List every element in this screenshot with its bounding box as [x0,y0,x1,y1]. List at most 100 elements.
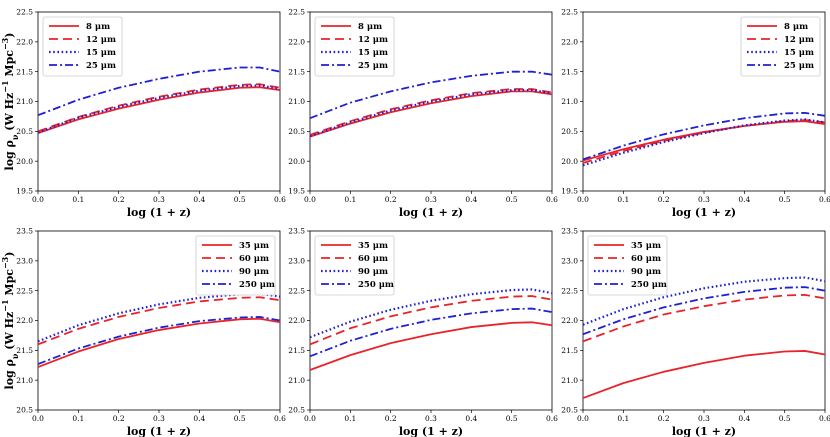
x-tick-label: 0.1 [72,195,84,204]
legend-box [195,235,276,296]
x-tick-label: 0.0 [32,195,44,204]
y-axis-label: log ρν (W Hz−1 Mpc−3) [0,33,20,171]
x-tick-label: 0.2 [385,414,397,423]
x-tick-label: 0.2 [658,414,670,423]
y-tick-label: 22.0 [16,316,33,325]
legend-label: 12 μm [358,35,388,45]
series-line-25-μm [582,111,826,161]
y-tick-label: 23.5 [561,227,578,236]
x-tick-label: 0.2 [113,414,125,423]
legend-label: 90 μm [239,267,269,277]
legend-box [314,16,395,77]
y-tick-label: 20.5 [561,406,578,415]
x-tick-label: 0.5 [779,414,791,423]
y-tick-label: 21.5 [16,346,33,355]
y-tick-label: 20.0 [288,157,305,166]
legend-label: 35 μm [358,241,388,251]
legend-label: 35 μm [239,241,269,251]
x-tick-label: 0.4 [465,195,477,204]
series-line-25-μm [37,66,281,117]
legend-label: 8 μm [784,22,808,32]
y-tick-label: 19.5 [288,187,305,196]
y-tick-label: 22.0 [561,316,578,325]
legend-label: 15 μm [784,48,814,58]
y-tick-label: 22.0 [16,37,33,46]
legend-label: 15 μm [86,48,116,58]
series-line-90-μm [582,276,826,326]
y-tick-label: 22.5 [288,286,305,295]
x-tick-label: 0.5 [506,195,518,204]
y-tick-label: 19.5 [561,187,578,196]
y-tick-label: 21.5 [561,346,578,355]
y-tick-label: 20.0 [16,157,33,166]
x-tick-label: 0.3 [698,195,710,204]
x-tick-label: 0.0 [577,195,589,204]
x-tick-label: 0.5 [779,195,791,204]
x-axis-label: log (1 + z) [127,206,191,219]
legend-label: 60 μm [631,254,661,264]
x-tick-label: 0.6 [274,414,286,423]
legend: 35 μm 60 μm 90 μm 250 μm [587,235,668,296]
series-line-60-μm [309,295,553,346]
y-tick-label: 23.0 [561,256,578,265]
x-tick-label: 0.4 [193,414,205,423]
y-tick-label: 20.5 [288,406,305,415]
x-tick-label: 0.1 [72,414,84,423]
x-tick-label: 0.6 [819,414,830,423]
x-tick-label: 0.0 [577,414,589,423]
series-line-8-μm [309,90,553,138]
y-tick-label: 20.5 [16,406,33,415]
x-tick-label: 0.2 [658,195,670,204]
series-line-12-μm [309,88,553,136]
x-axis-label: log (1 + z) [672,206,736,219]
y-tick-label: 21.5 [561,67,578,76]
x-tick-label: 0.6 [819,195,830,204]
legend: 8 μm 12 μm 15 μm 25 μm [42,16,123,77]
series-line-250-μm [582,286,826,336]
legend-box [314,235,395,296]
series-line-250-μm [37,316,281,365]
x-axis-label: log (1 + z) [399,425,463,437]
series-line-90-μm [37,292,281,343]
chart-panel-top-middle: 0.0 0.1 0.2 0.3 0.4 0.5 0.6 19.5 20.0 20.5 21.0 21.… [288,8,558,219]
legend-label: 25 μm [784,61,814,71]
legend-label: 250 μm [358,280,394,290]
legend: 35 μm 60 μm 90 μm 250 μm [314,235,395,296]
series-line-15-μm [309,89,553,138]
x-tick-label: 0.1 [344,195,356,204]
legend-label: 90 μm [631,267,661,277]
legend-label: 8 μm [358,22,382,32]
chart-panel-bottom-right: 0.0 0.1 0.2 0.3 0.4 0.5 0.6 20.5 21.0 21.5 22.0 22.… [561,227,830,437]
series-line-15-μm [37,84,281,134]
x-tick-label: 0.4 [465,414,477,423]
legend: 8 μm 12 μm 15 μm 25 μm [740,16,821,77]
series-line-90-μm [309,288,553,339]
legend-label: 8 μm [86,22,110,32]
x-tick-label: 0.4 [193,195,205,204]
x-tick-label: 0.5 [234,195,246,204]
legend-label: 25 μm [358,61,388,71]
y-tick-label: 22.0 [288,316,305,325]
y-axis-label: log ρν (W Hz−1 Mpc−3) [0,252,20,390]
x-tick-label: 0.0 [304,195,316,204]
y-tick-label: 23.0 [288,256,305,265]
y-tick-label: 20.0 [561,157,578,166]
x-tick-label: 0.6 [546,414,558,423]
legend-label: 12 μm [86,35,116,45]
x-axis-label: log (1 + z) [399,206,463,219]
legend: 35 μm 60 μm 90 μm 250 μm [195,235,276,296]
series-line-12-μm [37,83,281,133]
y-tick-label: 22.0 [288,37,305,46]
y-tick-label: 22.5 [288,8,305,17]
legend-box [587,235,668,296]
series-line-12-μm [582,119,826,164]
legend-label: 12 μm [784,35,814,45]
y-tick-label: 22.5 [16,8,33,17]
y-tick-label: 21.0 [561,97,578,106]
legend-label: 60 μm [358,254,388,264]
x-tick-label: 0.4 [738,414,750,423]
legend-label: 250 μm [239,280,275,290]
x-tick-label: 0.5 [234,414,246,423]
legend-label: 25 μm [86,61,116,71]
x-tick-label: 0.1 [344,414,356,423]
